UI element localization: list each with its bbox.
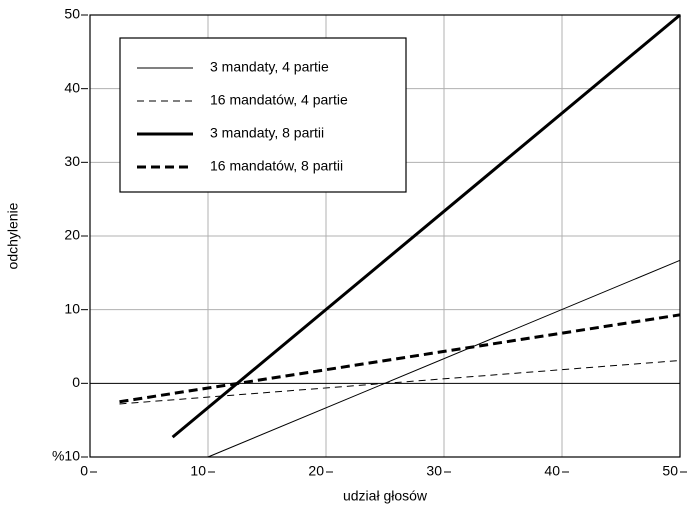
legend-label: 16 mandatów, 8 partii <box>210 158 343 174</box>
legend-label: 3 mandaty, 4 partie <box>210 59 329 75</box>
x-tick-label: 50 <box>662 463 678 479</box>
y-tick-label: 40 <box>64 79 80 95</box>
y-tick-label: 10 <box>64 300 80 316</box>
legend-label: 16 mandatów, 4 partie <box>210 92 348 108</box>
y-tick-label: 20 <box>64 227 80 243</box>
y-tick-label: %10 <box>52 448 80 464</box>
x-tick-label: 40 <box>544 463 560 479</box>
y-tick-label: 50 <box>64 6 80 22</box>
x-axis-label: udział głosów <box>343 488 428 504</box>
series-line <box>119 359 681 405</box>
y-axis-label: odchylenie <box>5 202 21 269</box>
y-tick-label: 30 <box>64 153 80 169</box>
x-tick-label: 10 <box>190 463 206 479</box>
series-line <box>171 13 681 439</box>
x-tick-label: 0 <box>80 463 88 479</box>
series-line <box>207 259 681 458</box>
legend-label: 3 mandaty, 8 partii <box>210 125 324 141</box>
x-tick-label: 30 <box>426 463 442 479</box>
y-tick-label: 0 <box>72 374 80 390</box>
series-line <box>119 313 681 404</box>
plot-frame <box>89 14 681 458</box>
x-tick-label: 20 <box>308 463 324 479</box>
